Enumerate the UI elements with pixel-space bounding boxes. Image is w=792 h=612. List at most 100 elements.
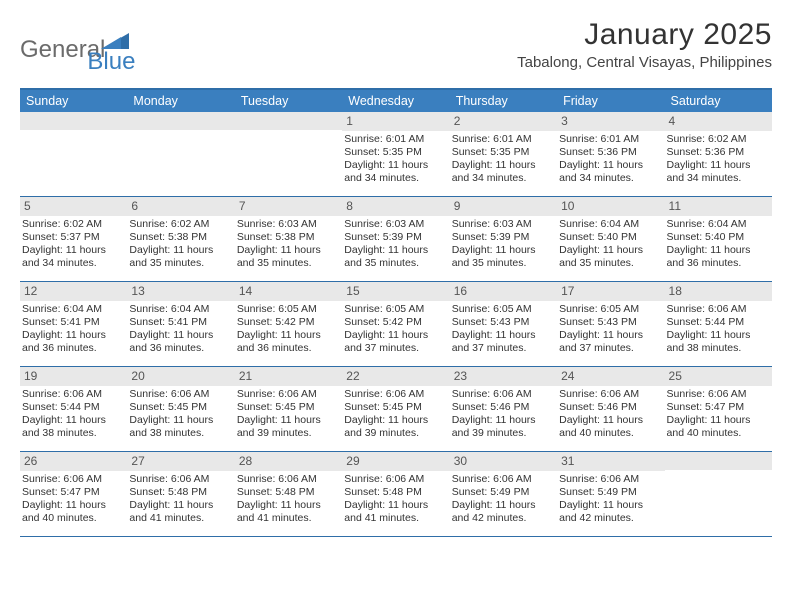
day-cell: 17Sunrise: 6:05 AMSunset: 5:43 PMDayligh… <box>557 282 664 366</box>
sunset-line: Sunset: 5:46 PM <box>559 401 662 414</box>
day-body: Sunrise: 6:06 AMSunset: 5:45 PMDaylight:… <box>342 386 449 445</box>
day-number: 10 <box>557 197 664 216</box>
day-cell <box>127 112 234 196</box>
day-number: 28 <box>235 452 342 471</box>
weekday-header: Wednesday <box>342 90 449 112</box>
sunrise-line: Sunrise: 6:05 AM <box>452 303 555 316</box>
daylight-line-1: Daylight: 11 hours <box>22 414 125 427</box>
sunrise-line: Sunrise: 6:03 AM <box>452 218 555 231</box>
weeks-container: 1Sunrise: 6:01 AMSunset: 5:35 PMDaylight… <box>20 112 772 537</box>
daylight-line-1: Daylight: 11 hours <box>344 414 447 427</box>
day-body: Sunrise: 6:02 AMSunset: 5:38 PMDaylight:… <box>127 216 234 275</box>
sunrise-line: Sunrise: 6:02 AM <box>667 133 770 146</box>
sunset-line: Sunset: 5:36 PM <box>667 146 770 159</box>
day-number: 21 <box>235 367 342 386</box>
sunrise-line: Sunrise: 6:04 AM <box>22 303 125 316</box>
day-number <box>665 452 772 470</box>
sunrise-line: Sunrise: 6:01 AM <box>559 133 662 146</box>
sunset-line: Sunset: 5:43 PM <box>452 316 555 329</box>
day-body: Sunrise: 6:06 AMSunset: 5:49 PMDaylight:… <box>450 471 557 530</box>
day-number: 26 <box>20 452 127 471</box>
daylight-line-2: and 41 minutes. <box>237 512 340 525</box>
day-body: Sunrise: 6:06 AMSunset: 5:45 PMDaylight:… <box>235 386 342 445</box>
day-number: 27 <box>127 452 234 471</box>
daylight-line-2: and 38 minutes. <box>22 427 125 440</box>
day-cell: 14Sunrise: 6:05 AMSunset: 5:42 PMDayligh… <box>235 282 342 366</box>
daylight-line-1: Daylight: 11 hours <box>559 329 662 342</box>
sunset-line: Sunset: 5:38 PM <box>129 231 232 244</box>
daylight-line-2: and 36 minutes. <box>667 257 770 270</box>
daylight-line-2: and 38 minutes. <box>667 342 770 355</box>
header: General Blue January 2025 Tabalong, Cent… <box>20 18 772 88</box>
day-cell: 11Sunrise: 6:04 AMSunset: 5:40 PMDayligh… <box>665 197 772 281</box>
daylight-line-2: and 40 minutes. <box>667 427 770 440</box>
sunrise-line: Sunrise: 6:03 AM <box>344 218 447 231</box>
daylight-line-2: and 34 minutes. <box>559 172 662 185</box>
sunrise-line: Sunrise: 6:05 AM <box>344 303 447 316</box>
day-body: Sunrise: 6:03 AMSunset: 5:38 PMDaylight:… <box>235 216 342 275</box>
day-body: Sunrise: 6:06 AMSunset: 5:47 PMDaylight:… <box>665 386 772 445</box>
day-body: Sunrise: 6:06 AMSunset: 5:47 PMDaylight:… <box>20 471 127 530</box>
day-cell: 16Sunrise: 6:05 AMSunset: 5:43 PMDayligh… <box>450 282 557 366</box>
day-body: Sunrise: 6:01 AMSunset: 5:36 PMDaylight:… <box>557 131 664 190</box>
day-body: Sunrise: 6:05 AMSunset: 5:43 PMDaylight:… <box>557 301 664 360</box>
sunrise-line: Sunrise: 6:02 AM <box>22 218 125 231</box>
sunset-line: Sunset: 5:39 PM <box>344 231 447 244</box>
daylight-line-1: Daylight: 11 hours <box>237 414 340 427</box>
sunrise-line: Sunrise: 6:06 AM <box>129 473 232 486</box>
sunset-line: Sunset: 5:45 PM <box>237 401 340 414</box>
day-number: 22 <box>342 367 449 386</box>
day-number: 4 <box>665 112 772 131</box>
daylight-line-1: Daylight: 11 hours <box>667 329 770 342</box>
sunset-line: Sunset: 5:43 PM <box>559 316 662 329</box>
daylight-line-2: and 42 minutes. <box>452 512 555 525</box>
daylight-line-1: Daylight: 11 hours <box>452 414 555 427</box>
sunset-line: Sunset: 5:42 PM <box>344 316 447 329</box>
day-body: Sunrise: 6:04 AMSunset: 5:41 PMDaylight:… <box>127 301 234 360</box>
daylight-line-2: and 40 minutes. <box>559 427 662 440</box>
day-cell: 24Sunrise: 6:06 AMSunset: 5:46 PMDayligh… <box>557 367 664 451</box>
day-number: 20 <box>127 367 234 386</box>
day-cell <box>20 112 127 196</box>
daylight-line-1: Daylight: 11 hours <box>667 244 770 257</box>
day-cell <box>235 112 342 196</box>
day-cell: 3Sunrise: 6:01 AMSunset: 5:36 PMDaylight… <box>557 112 664 196</box>
day-cell: 29Sunrise: 6:06 AMSunset: 5:48 PMDayligh… <box>342 452 449 536</box>
daylight-line-2: and 35 minutes. <box>559 257 662 270</box>
daylight-line-1: Daylight: 11 hours <box>559 414 662 427</box>
brand-logo: General Blue <box>20 18 135 76</box>
sunrise-line: Sunrise: 6:06 AM <box>237 388 340 401</box>
sunrise-line: Sunrise: 6:06 AM <box>559 388 662 401</box>
daylight-line-2: and 41 minutes. <box>344 512 447 525</box>
day-cell: 19Sunrise: 6:06 AMSunset: 5:44 PMDayligh… <box>20 367 127 451</box>
daylight-line-2: and 40 minutes. <box>22 512 125 525</box>
sunrise-line: Sunrise: 6:06 AM <box>344 473 447 486</box>
week-row: 12Sunrise: 6:04 AMSunset: 5:41 PMDayligh… <box>20 282 772 367</box>
daylight-line-1: Daylight: 11 hours <box>452 329 555 342</box>
daylight-line-1: Daylight: 11 hours <box>559 159 662 172</box>
day-body: Sunrise: 6:06 AMSunset: 5:46 PMDaylight:… <box>450 386 557 445</box>
weekday-header: Tuesday <box>235 90 342 112</box>
daylight-line-2: and 35 minutes. <box>344 257 447 270</box>
sunset-line: Sunset: 5:40 PM <box>559 231 662 244</box>
sunrise-line: Sunrise: 6:06 AM <box>667 388 770 401</box>
sunset-line: Sunset: 5:36 PM <box>559 146 662 159</box>
day-body: Sunrise: 6:03 AMSunset: 5:39 PMDaylight:… <box>342 216 449 275</box>
day-number <box>20 112 127 130</box>
day-cell: 8Sunrise: 6:03 AMSunset: 5:39 PMDaylight… <box>342 197 449 281</box>
daylight-line-2: and 42 minutes. <box>559 512 662 525</box>
sunset-line: Sunset: 5:46 PM <box>452 401 555 414</box>
daylight-line-2: and 37 minutes. <box>559 342 662 355</box>
day-cell: 9Sunrise: 6:03 AMSunset: 5:39 PMDaylight… <box>450 197 557 281</box>
day-cell: 2Sunrise: 6:01 AMSunset: 5:35 PMDaylight… <box>450 112 557 196</box>
day-number: 8 <box>342 197 449 216</box>
day-body: Sunrise: 6:01 AMSunset: 5:35 PMDaylight:… <box>450 131 557 190</box>
sunrise-line: Sunrise: 6:06 AM <box>667 303 770 316</box>
day-number: 12 <box>20 282 127 301</box>
day-number: 19 <box>20 367 127 386</box>
calendar: Sunday Monday Tuesday Wednesday Thursday… <box>20 88 772 537</box>
sunrise-line: Sunrise: 6:04 AM <box>667 218 770 231</box>
sunset-line: Sunset: 5:45 PM <box>344 401 447 414</box>
day-cell: 25Sunrise: 6:06 AMSunset: 5:47 PMDayligh… <box>665 367 772 451</box>
day-body: Sunrise: 6:05 AMSunset: 5:42 PMDaylight:… <box>235 301 342 360</box>
